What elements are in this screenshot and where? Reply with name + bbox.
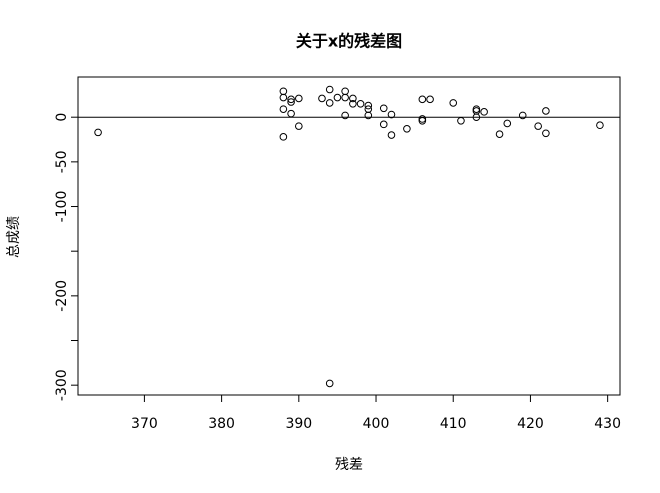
point — [341, 111, 349, 120]
point — [287, 98, 295, 106]
point — [325, 99, 334, 107]
point — [387, 131, 396, 139]
point — [449, 99, 458, 107]
point — [341, 93, 349, 102]
point — [295, 122, 303, 130]
y-tick-label: -100 — [54, 191, 70, 223]
point — [495, 130, 504, 138]
point — [418, 95, 427, 104]
x-tick-label: 400 — [363, 416, 390, 432]
x-tick-label: 430 — [594, 416, 621, 432]
point — [279, 105, 288, 113]
point — [503, 119, 512, 128]
x-tick-label: 380 — [208, 416, 235, 432]
x-tick-label: 420 — [517, 416, 544, 432]
y-axis-label: 总成绩 — [6, 216, 22, 258]
point — [472, 113, 481, 121]
point — [349, 99, 357, 108]
point — [596, 121, 604, 130]
point — [356, 99, 365, 108]
x-tick-label: 410 — [440, 416, 467, 432]
point — [318, 94, 326, 103]
x-axis-label: 残差 — [335, 457, 363, 473]
point — [287, 109, 295, 118]
point — [341, 87, 349, 96]
y-tick-label: 0 — [54, 113, 70, 122]
point — [295, 94, 303, 103]
point — [325, 379, 334, 388]
x-tick-label: 370 — [131, 416, 158, 432]
point — [279, 133, 288, 141]
point — [379, 120, 388, 129]
y-tick-label: -200 — [54, 280, 70, 312]
point — [279, 87, 288, 96]
point — [279, 93, 288, 102]
point — [403, 125, 411, 133]
point — [325, 85, 334, 94]
point — [94, 128, 102, 137]
point — [364, 111, 373, 120]
point — [457, 116, 465, 125]
chart-title: 关于x的残差图 — [296, 32, 402, 51]
point — [518, 111, 527, 120]
point — [379, 104, 388, 113]
point — [387, 110, 396, 119]
plot-frame — [77, 76, 621, 396]
x-tick-label: 390 — [285, 416, 312, 432]
point — [418, 116, 427, 125]
point — [333, 93, 342, 102]
y-tick-label: -300 — [54, 369, 70, 401]
point — [364, 101, 373, 110]
point — [534, 122, 542, 130]
point — [480, 108, 488, 116]
y-tick-label: -50 — [54, 150, 70, 173]
point — [542, 107, 550, 115]
point — [287, 95, 295, 104]
point — [542, 129, 550, 138]
point — [426, 95, 434, 104]
point — [349, 94, 357, 103]
